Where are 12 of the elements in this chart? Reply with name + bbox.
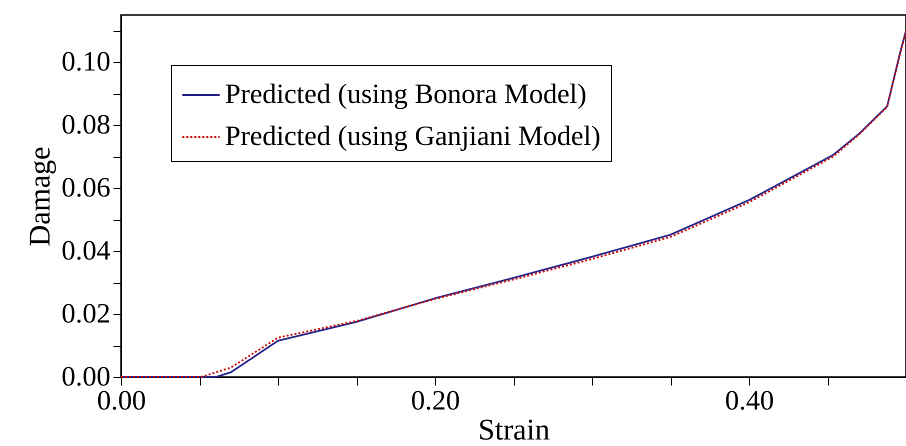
x-tick-label: 0.40 — [725, 386, 774, 416]
y-tick-label: 0.06 — [62, 172, 110, 204]
x-tick-label: 0.20 — [411, 386, 460, 416]
x-tick-label: 0.00 — [97, 386, 146, 416]
y-tick-label: 0.10 — [62, 46, 110, 78]
x-axis-title: Strain — [478, 414, 550, 446]
y-tick-label: 0.08 — [62, 110, 110, 141]
legend-label: Predicted (using Bonora Model) — [225, 79, 587, 110]
legend-label: Predicted (using Ganjiani Model) — [225, 121, 601, 152]
y-axis-title: Damage — [24, 146, 56, 246]
y-tick-label: 0.02 — [62, 298, 110, 330]
y-tick-label: 0.04 — [62, 236, 110, 267]
